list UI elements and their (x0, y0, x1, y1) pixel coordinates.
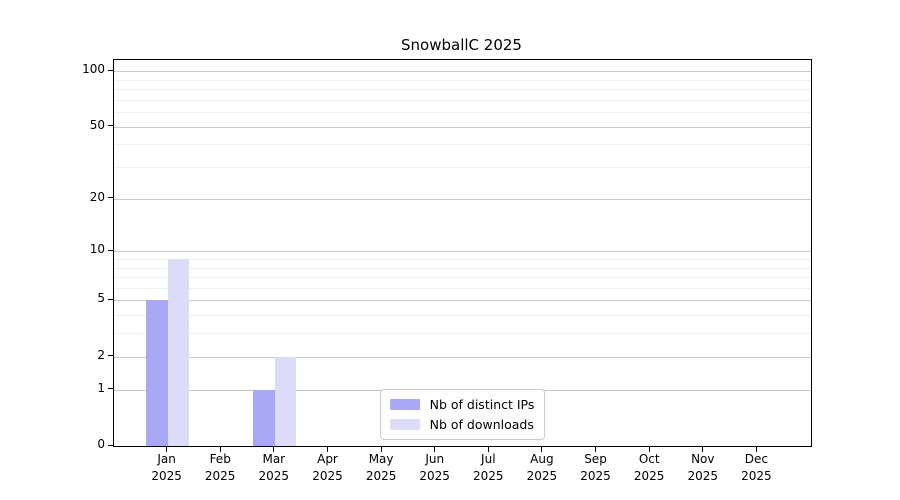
x-tick-month: Apr (317, 452, 338, 466)
major-gridline (114, 198, 811, 200)
legend-label: Nb of distinct IPs (429, 397, 535, 412)
y-axis-tick-label: 20 (89, 189, 105, 204)
x-axis-tick (326, 446, 329, 452)
x-tick-month: Dec (744, 452, 768, 466)
chart-title: SnowballC 2025 (401, 36, 522, 54)
y-axis-tick (108, 298, 113, 301)
legend-swatch (389, 399, 420, 410)
x-tick-year: 2025 (204, 469, 236, 483)
x-axis-tick (702, 446, 704, 452)
x-axis-tick-label: Jun 2025 (405, 451, 465, 485)
x-axis-tick-label: Dec 2025 (726, 451, 786, 485)
x-axis-tick-label: Aug 2025 (512, 451, 572, 485)
x-axis-tick-label: Apr 2025 (298, 451, 358, 485)
legend-item: Nb of distinct IPs (389, 397, 535, 412)
x-axis-tick (755, 446, 757, 452)
bar-distinct-ips (253, 389, 275, 446)
x-tick-month: Jun (425, 452, 445, 466)
y-axis-tick-label: 2 (97, 347, 105, 362)
x-axis-tick-label: May 2025 (351, 451, 411, 485)
legend-swatch (389, 419, 420, 430)
major-gridline (114, 300, 811, 302)
minor-gridline (114, 167, 811, 168)
x-axis-tick (648, 446, 650, 452)
x-tick-month: Jan (157, 452, 176, 466)
y-axis-tick (108, 125, 113, 127)
plot-area: Nb of distinct IPs Nb of downloads (113, 59, 812, 447)
x-tick-month: Sep (584, 452, 607, 466)
x-axis-tick (219, 446, 221, 452)
x-axis-tick-label: Feb 2025 (190, 451, 250, 485)
bar-downloads (274, 356, 297, 446)
major-gridline (114, 71, 811, 72)
x-axis-tick (487, 446, 489, 452)
x-tick-month: Oct (638, 452, 660, 466)
y-axis-tick (108, 249, 113, 251)
x-tick-year: 2025 (580, 469, 611, 483)
x-tick-month: Feb (209, 452, 231, 466)
x-axis-tick-label: Mar 2025 (244, 451, 304, 485)
y-axis-tick-label: 0 (97, 437, 105, 451)
x-axis-tick-label: Jul 2025 (458, 451, 518, 485)
x-axis-tick (166, 446, 168, 452)
bar-downloads (167, 258, 190, 446)
y-axis-tick-label: 100 (82, 62, 105, 76)
major-gridline (114, 126, 811, 128)
minor-gridline (114, 88, 811, 90)
x-tick-year: 2025 (526, 469, 558, 483)
x-tick-year: 2025 (151, 469, 182, 483)
x-tick-year: 2025 (365, 469, 397, 483)
minor-gridline (114, 267, 811, 269)
x-tick-year: 2025 (419, 469, 450, 483)
bar-distinct-ips (146, 300, 168, 446)
x-axis-tick-label: Jan 2025 (137, 451, 197, 485)
x-tick-year: 2025 (312, 469, 343, 483)
x-axis-tick (273, 446, 275, 452)
chart-legend: Nb of distinct IPs Nb of downloads (379, 389, 546, 440)
y-axis-tick-label: 10 (89, 242, 105, 257)
minor-gridline (114, 79, 811, 81)
x-axis-tick (380, 446, 382, 452)
x-tick-year: 2025 (633, 469, 665, 483)
minor-gridline (114, 315, 811, 317)
legend-label: Nb of downloads (429, 417, 534, 432)
x-tick-month: Nov (691, 452, 715, 466)
y-axis-tick (108, 355, 113, 357)
y-axis-tick-label: 1 (97, 380, 105, 395)
x-tick-month: Mar (262, 452, 286, 466)
minor-gridline (114, 277, 811, 278)
minor-gridline (114, 99, 811, 101)
x-axis-tick-label: Nov 2025 (673, 451, 733, 485)
y-axis-tick (108, 197, 113, 199)
x-tick-year: 2025 (473, 469, 504, 483)
major-gridline (114, 251, 811, 253)
x-axis-tick (594, 446, 597, 452)
minor-gridline (114, 144, 811, 146)
major-gridline (114, 356, 811, 358)
x-axis-tick (541, 446, 543, 452)
minor-gridline (114, 112, 811, 113)
y-axis-tick (108, 388, 113, 390)
x-tick-year: 2025 (687, 469, 719, 483)
y-axis-tick-label: 50 (89, 117, 105, 132)
x-axis-tick-label: Sep 2025 (566, 451, 626, 485)
minor-gridline (114, 333, 811, 335)
y-axis-tick (108, 444, 113, 446)
x-axis-tick (434, 446, 436, 452)
x-tick-year: 2025 (258, 469, 290, 483)
x-tick-month: Aug (530, 452, 554, 466)
y-axis-tick (108, 69, 113, 71)
x-tick-year: 2025 (741, 469, 772, 483)
minor-gridline (114, 287, 811, 289)
x-axis-tick-label: Oct 2025 (619, 451, 679, 485)
minor-gridline (114, 258, 811, 260)
y-axis-tick-label: 5 (97, 291, 105, 306)
x-tick-month: Jul (481, 452, 496, 466)
legend-item: Nb of downloads (389, 417, 535, 432)
x-tick-month: May (368, 452, 394, 466)
